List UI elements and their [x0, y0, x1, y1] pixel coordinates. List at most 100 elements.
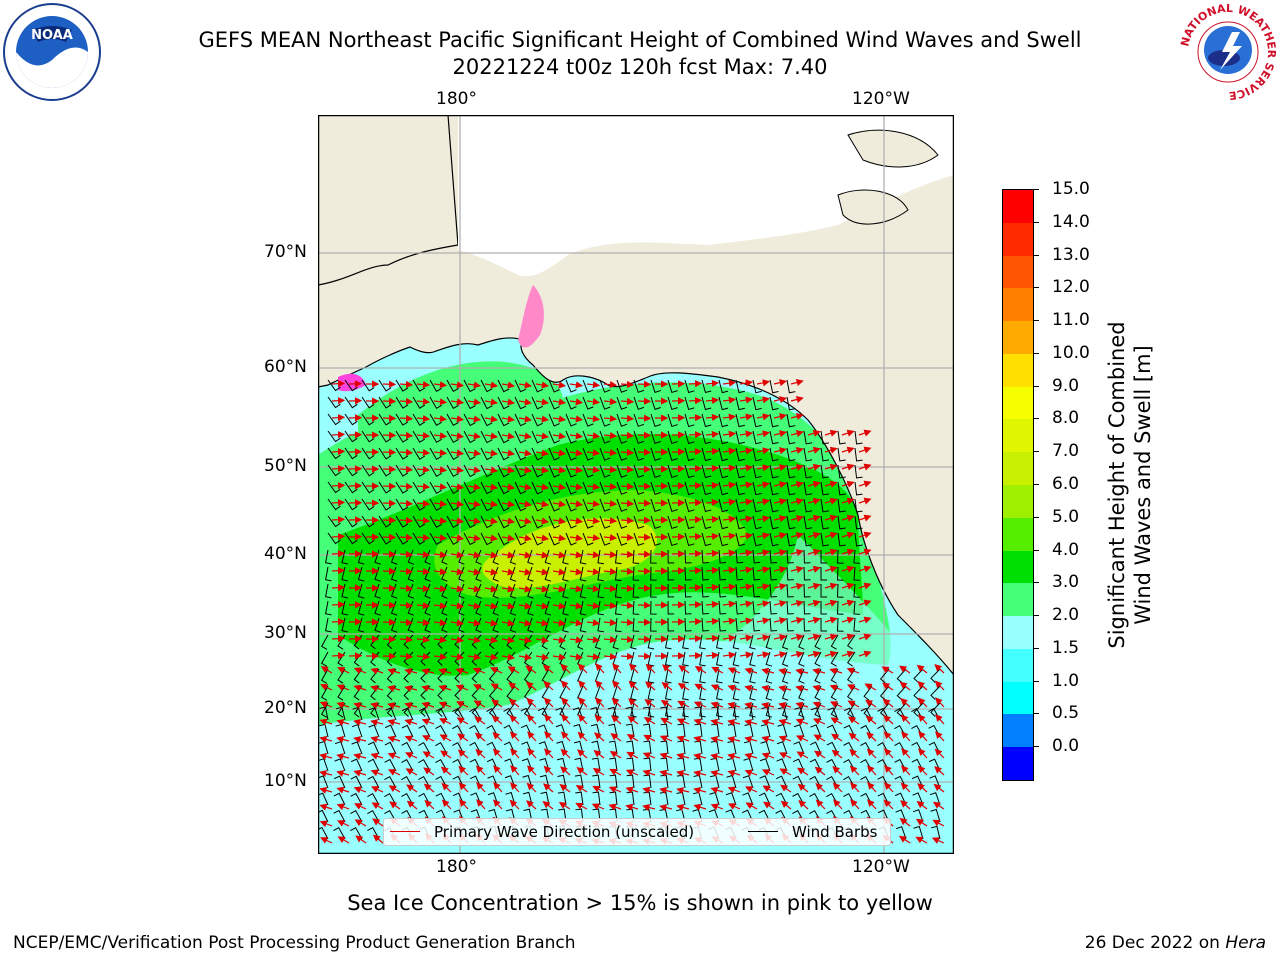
wind-barb [412, 430, 426, 443]
wave-arrow [620, 533, 635, 542]
wind-barb [664, 685, 672, 701]
wind-barb [582, 464, 594, 478]
wind-barb [344, 498, 358, 511]
wave-arrow [433, 517, 448, 525]
wave-arrow [830, 717, 843, 725]
wind-barb [514, 515, 527, 529]
wave-arrow [722, 617, 737, 625]
wind-barb [327, 413, 341, 426]
wind-barb [575, 791, 584, 806]
wave-arrow [756, 651, 770, 659]
wave-arrow [399, 380, 414, 389]
map-legend: Primary Wave Direction (unscaled) Wind B… [383, 818, 891, 846]
wave-arrow [841, 616, 855, 624]
wave-arrow [595, 663, 605, 674]
wave-arrow [433, 466, 448, 474]
wave-arrow [501, 517, 516, 525]
wind-barb [565, 498, 577, 512]
wind-barb [837, 566, 844, 581]
wave-arrow [829, 667, 843, 675]
wave-arrow [509, 731, 520, 742]
wind-barb [574, 757, 584, 772]
wave-arrow [438, 684, 452, 692]
wind-barb [820, 600, 828, 615]
wave-arrow [829, 684, 843, 692]
wave-arrow [676, 718, 690, 725]
colorbar-segment [1003, 517, 1033, 552]
wave-arrow [552, 432, 567, 440]
wind-barb [809, 741, 822, 755]
colorbar-tick-mark [1033, 320, 1039, 322]
wave-arrow [795, 701, 809, 709]
wave-arrow [399, 482, 414, 491]
wave-arrow [569, 432, 584, 440]
wind-barb [664, 702, 672, 718]
wind-barb [752, 413, 762, 428]
wind-barb [701, 413, 712, 428]
wave-arrow [693, 718, 707, 726]
wave-arrow [484, 398, 499, 406]
wind-barb [803, 464, 813, 479]
wave-arrow [676, 735, 690, 743]
wave-arrow [382, 431, 397, 439]
wind-barb [650, 379, 661, 393]
wave-arrow [382, 533, 397, 541]
wave-arrow [611, 715, 622, 725]
wind-barb [395, 464, 409, 477]
wind-barb [548, 430, 560, 444]
wave-arrow [778, 701, 792, 709]
wind-barb [429, 413, 442, 426]
wave-arrow [918, 714, 928, 725]
wave-arrow [518, 449, 533, 457]
wave-arrow [705, 549, 720, 558]
wave-arrow [858, 650, 872, 658]
wave-arrow [370, 684, 384, 692]
wind-barb [735, 396, 745, 411]
wave-arrow [501, 381, 516, 389]
wave-arrow [535, 381, 550, 389]
wave-arrow [467, 602, 482, 610]
wave-direction-arrows [319, 379, 945, 846]
wind-barb [463, 430, 476, 444]
wave-arrow [518, 551, 533, 559]
wave-arrow [552, 568, 567, 576]
wind-barb [531, 515, 544, 529]
wave-arrow [569, 602, 584, 610]
wave-arrow [864, 683, 877, 691]
wind-barb [327, 532, 341, 545]
wind-barb [930, 685, 941, 700]
wind-barb [664, 668, 672, 684]
wind-barb [775, 775, 788, 789]
wave-arrow [629, 663, 639, 674]
wave-arrow [490, 667, 503, 674]
wave-arrow [756, 515, 770, 523]
wave-arrow [433, 500, 448, 508]
wind-barb [650, 413, 661, 427]
wave-arrow [705, 532, 720, 541]
wave-arrow [518, 636, 533, 644]
colorbar-tick-mark [1033, 582, 1039, 584]
wave-arrow [586, 551, 601, 559]
wind-barb [735, 413, 745, 428]
wave-arrow [399, 652, 414, 661]
wave-arrow [848, 732, 860, 742]
wind-barb [667, 396, 678, 411]
colorbar-tick-label: 1.0 [1052, 670, 1080, 691]
wave-arrow [778, 668, 792, 676]
wave-arrow [455, 667, 469, 675]
wave-arrow [824, 497, 838, 505]
wave-arrow [450, 381, 465, 389]
wind-barb [684, 481, 695, 496]
wave-arrow [705, 481, 720, 490]
wave-arrow [535, 517, 550, 525]
wind-barb [701, 566, 709, 581]
lat-label-20n: 20°N [264, 698, 307, 718]
arctic-ocean [458, 115, 954, 277]
wave-arrow [552, 585, 567, 593]
wind-barb [837, 498, 846, 513]
wave-arrow [778, 718, 792, 726]
wind-barb [752, 600, 761, 615]
wave-arrow [790, 379, 804, 386]
wind-barb [667, 498, 678, 513]
wind-barb [684, 430, 695, 445]
